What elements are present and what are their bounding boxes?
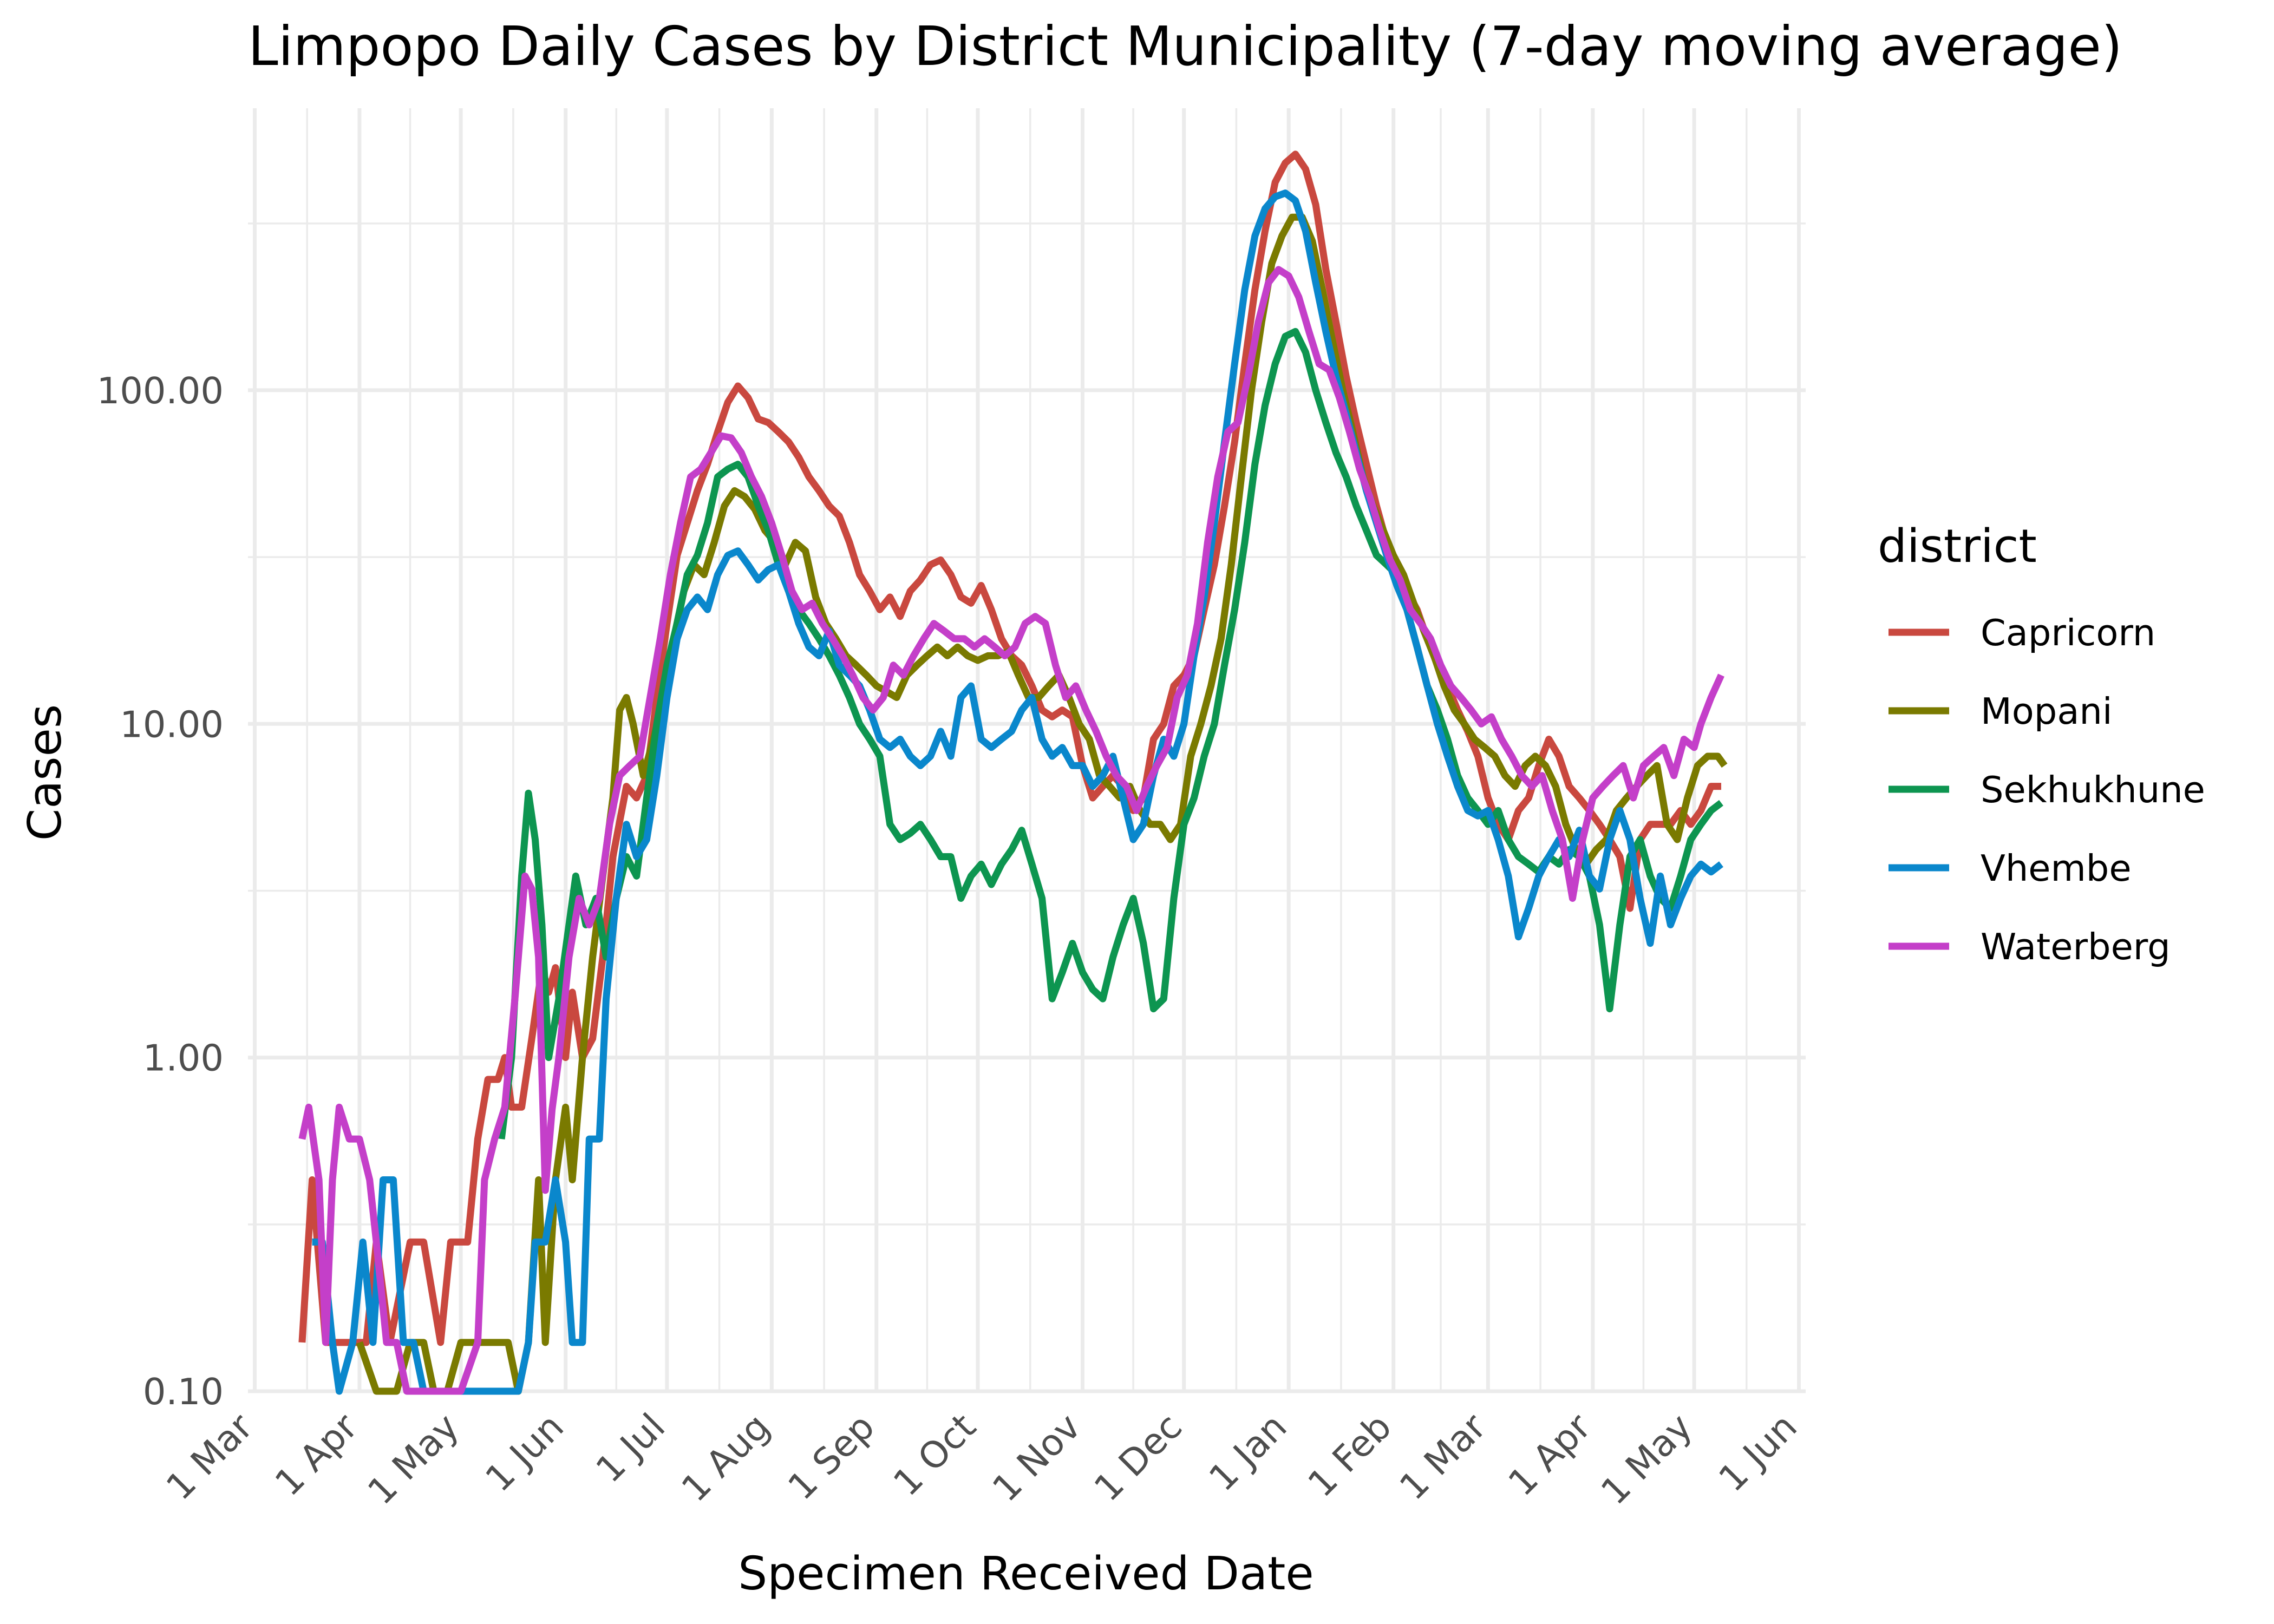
legend-item: Waterberg (1889, 926, 2171, 968)
grid-minor-x (306, 108, 1748, 1391)
grid-major-x (252, 108, 1801, 1391)
legend-item: Capricorn (1889, 612, 2155, 654)
y-tick-labels: 0.10 1.00 10.00 100.00 (97, 370, 224, 1413)
x-axis-title: Specimen Received Date (738, 1547, 1314, 1601)
y-tick-label: 0.10 (143, 1371, 224, 1413)
y-tick-label: 1.00 (143, 1037, 224, 1079)
series-line-waterberg (298, 266, 1724, 1395)
legend: district Capricorn Mopani Sekhukhune Vhembe… (1878, 520, 2205, 968)
y-axis-title: Cases (18, 704, 72, 841)
legend-item: Mopani (1889, 690, 2112, 732)
legend-item: Vhembe (1889, 847, 2132, 889)
chart-title: Limpopo Daily Cases by District Municipa… (248, 15, 2122, 78)
legend-label: Mopani (1981, 690, 2112, 732)
legend-item: Sekhukhune (1889, 769, 2205, 811)
legend-label: Vhembe (1981, 847, 2132, 889)
legend-label: Waterberg (1981, 926, 2171, 968)
grid-minor-y (248, 222, 1806, 1226)
y-tick-label: 100.00 (97, 370, 224, 412)
series-line-vhembe (312, 189, 1723, 1395)
y-tick-label: 10.00 (120, 703, 224, 745)
series-lines (298, 150, 1728, 1395)
series-line-sekhukhune (498, 328, 1723, 1140)
legend-label: Sekhukhune (1981, 769, 2205, 811)
legend-label: Capricorn (1981, 612, 2155, 654)
legend-items: Capricorn Mopani Sekhukhune Vhembe Waterberg (1889, 612, 2205, 968)
legend-title: district (1878, 520, 2037, 573)
series-line-capricorn (298, 150, 1721, 1346)
